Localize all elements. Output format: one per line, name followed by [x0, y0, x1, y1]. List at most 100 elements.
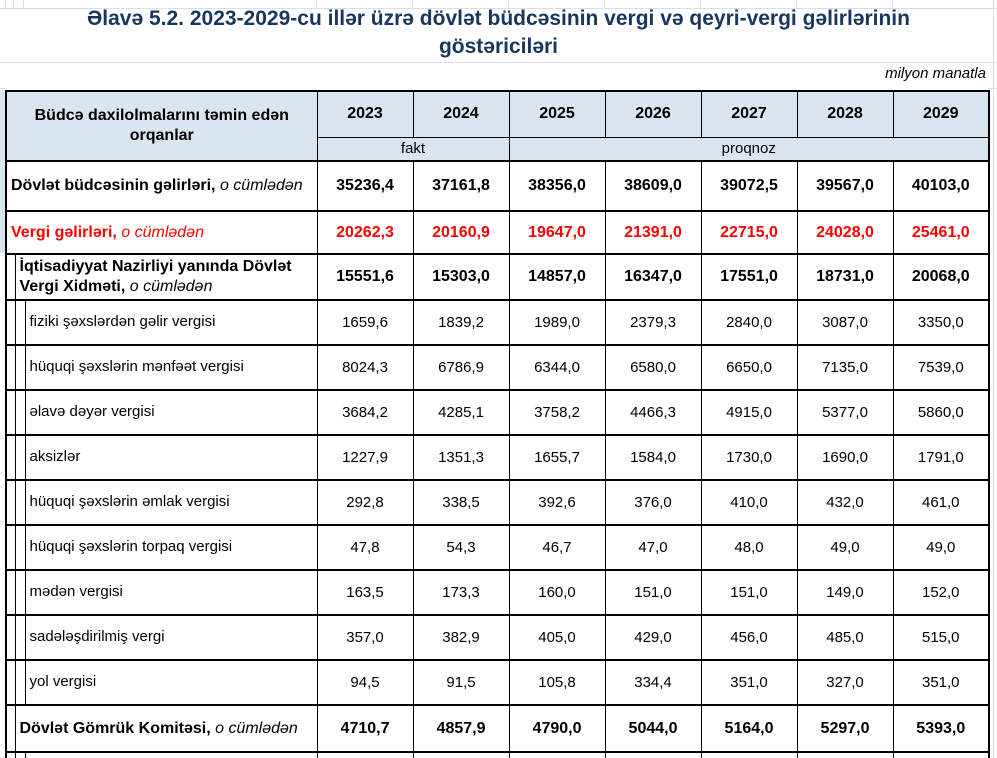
value-cell: 38356,0: [508, 160, 606, 212]
value-cell: 49,0: [892, 524, 990, 571]
value-cell: 46,7: [508, 524, 606, 571]
value-cell: 334,4: [604, 659, 702, 706]
value-cell: 1584,0: [604, 434, 702, 481]
value-cell: 1690,0: [796, 434, 894, 481]
value-cell: 410,0: [700, 479, 798, 526]
value-cell: 327,0: [796, 659, 894, 706]
row-state-tax-service: İqtisadiyyat Nazirliyi yanında Dövlət Ve…: [5, 253, 990, 301]
value-cell: [892, 751, 990, 758]
value-cell: 1351,3: [412, 434, 510, 481]
indent-cell: [14, 479, 26, 526]
row-state-customs-committee: Dövlət Gömrük Komitəsi, o cümlədən 4710,…: [5, 704, 990, 753]
header-forecast: proqnoz: [508, 136, 990, 162]
row-label-text: Vergi gəlirləri,: [11, 223, 117, 241]
value-cell: 515,0: [892, 614, 990, 661]
value-cell: 20160,9: [412, 210, 510, 255]
value-cell: 5377,0: [796, 389, 894, 436]
indent-cell: [14, 344, 26, 391]
gridline: [700, 0, 701, 8]
value-cell: 3758,2: [508, 389, 606, 436]
value-cell: 37161,8: [412, 160, 510, 212]
row-personal-income-tax: fiziki şəxslərdən gəlir vergisi 1659,6 1…: [5, 299, 990, 346]
value-cell: 16347,0: [604, 253, 702, 301]
gridline: [13, 0, 14, 8]
value-cell: 392,6: [508, 479, 606, 526]
value-cell: 1989,0: [508, 299, 606, 346]
indent-cell: [5, 434, 16, 481]
gridline: [796, 0, 797, 8]
value-cell: 8024,3: [316, 344, 414, 391]
indent-cell: [5, 299, 16, 346]
value-cell: 25461,0: [892, 210, 990, 255]
value-cell: 15303,0: [412, 253, 510, 301]
row-label: mədən vergisi: [24, 569, 318, 616]
value-cell: 292,8: [316, 479, 414, 526]
column-header-2023: 2023: [316, 90, 414, 138]
gridline: [988, 88, 997, 89]
value-cell: 163,5: [316, 569, 414, 616]
column-header-2027: 2027: [700, 90, 798, 138]
margin-highlight: [0, 90, 5, 253]
value-cell: [604, 751, 702, 758]
value-cell: 1655,7: [508, 434, 606, 481]
row-label: İqtisadiyyat Nazirliyi yanında Dövlət Ve…: [14, 253, 318, 301]
row-label: Vergi gəlirləri, o cümlədən: [5, 210, 318, 255]
value-cell: 24028,0: [796, 210, 894, 255]
row-corporate-profit-tax: hüquqi şəxslərin mənfəət vergisi 8024,3 …: [5, 344, 990, 391]
gridline: [412, 0, 413, 8]
indent-cell: [5, 344, 16, 391]
value-cell: 351,0: [892, 659, 990, 706]
indent-cell: [5, 751, 16, 758]
row-label: Dövlət büdcəsinin gəlirləri, o cümlədən: [5, 160, 318, 212]
row-corporate-property-tax: hüquqi şəxslərin əmlak vergisi 292,8 338…: [5, 479, 990, 526]
value-cell: 18731,0: [796, 253, 894, 301]
indent-cell: [5, 659, 16, 706]
value-cell: 152,0: [892, 569, 990, 616]
value-cell: 94,5: [316, 659, 414, 706]
gridline: [604, 0, 605, 8]
value-cell: [412, 751, 510, 758]
value-cell: 3087,0: [796, 299, 894, 346]
value-cell: 6786,9: [412, 344, 510, 391]
value-cell: 1227,9: [316, 434, 414, 481]
indent-cell: [5, 389, 16, 436]
column-header-2028: 2028: [796, 90, 894, 138]
value-cell: 4285,1: [412, 389, 510, 436]
header-fact: fakt: [316, 136, 510, 162]
header-row-years: Büdcə daxilolmalarını təmin edən orqanla…: [5, 90, 990, 162]
value-cell: 40103,0: [892, 160, 990, 212]
value-cell: 173,3: [412, 569, 510, 616]
gridline: [23, 0, 24, 8]
row-label-text: Dövlət büdcəsinin gəlirləri,: [11, 177, 216, 194]
indent-cell: [5, 479, 16, 526]
value-cell: 47,8: [316, 524, 414, 571]
value-cell: 4915,0: [700, 389, 798, 436]
value-cell: 351,0: [700, 659, 798, 706]
value-cell: 54,3: [412, 524, 510, 571]
value-cell: 21391,0: [604, 210, 702, 255]
value-cell: 20262,3: [316, 210, 414, 255]
gridline: [0, 62, 997, 63]
value-cell: 22715,0: [700, 210, 798, 255]
value-cell: 4466,3: [604, 389, 702, 436]
value-cell: 151,0: [700, 569, 798, 616]
row-road-tax: yol vergisi 94,5 91,5 105,8 334,4 351,0 …: [5, 659, 990, 706]
value-cell: 4857,9: [412, 704, 510, 753]
table-row-partial: [5, 751, 990, 758]
indent-cell: [5, 704, 16, 753]
row-label-suffix: o cümlədən: [125, 278, 213, 295]
value-cell: 7135,0: [796, 344, 894, 391]
value-cell: 357,0: [316, 614, 414, 661]
value-cell: 4710,7: [316, 704, 414, 753]
value-cell: 2379,3: [604, 299, 702, 346]
header-row-scope: fakt proqnoz: [6, 136, 990, 162]
value-cell: 5860,0: [892, 389, 990, 436]
value-cell: 14857,0: [508, 253, 606, 301]
value-cell: [700, 751, 798, 758]
row-corporate-land-tax: hüquqi şəxslərin torpaq vergisi 47,8 54,…: [5, 524, 990, 571]
row-simplified-tax: sadələşdirilmiş vergi 357,0 382,9 405,0 …: [5, 614, 990, 661]
row-label: əlavə dəyər vergisi: [24, 389, 318, 436]
value-cell: 382,9: [412, 614, 510, 661]
row-label-suffix: o cümlədən: [215, 177, 303, 194]
gridline: [508, 0, 509, 8]
